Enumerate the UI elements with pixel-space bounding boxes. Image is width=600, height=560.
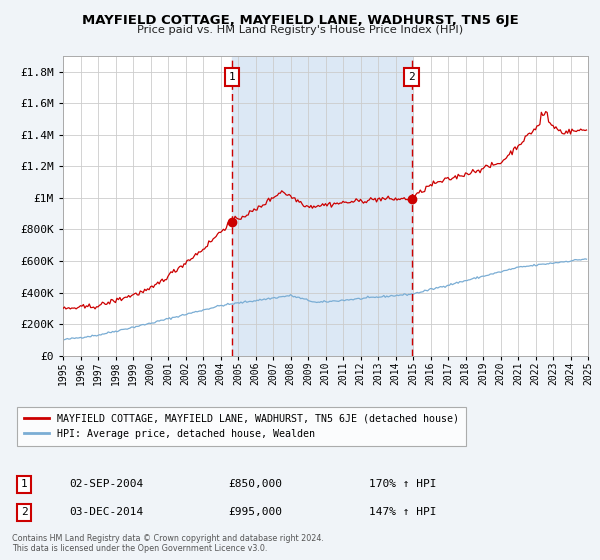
Text: £995,000: £995,000: [228, 507, 282, 517]
Text: 1: 1: [229, 72, 236, 82]
Text: 02-SEP-2004: 02-SEP-2004: [69, 479, 143, 489]
Text: This data is licensed under the Open Government Licence v3.0.: This data is licensed under the Open Gov…: [12, 544, 268, 553]
Text: Contains HM Land Registry data © Crown copyright and database right 2024.: Contains HM Land Registry data © Crown c…: [12, 534, 324, 543]
Text: 2: 2: [20, 507, 28, 517]
Text: £850,000: £850,000: [228, 479, 282, 489]
Text: 1: 1: [20, 479, 28, 489]
Text: Price paid vs. HM Land Registry's House Price Index (HPI): Price paid vs. HM Land Registry's House …: [137, 25, 463, 35]
Text: MAYFIELD COTTAGE, MAYFIELD LANE, WADHURST, TN5 6JE: MAYFIELD COTTAGE, MAYFIELD LANE, WADHURS…: [82, 14, 518, 27]
Legend: MAYFIELD COTTAGE, MAYFIELD LANE, WADHURST, TN5 6JE (detached house), HPI: Averag: MAYFIELD COTTAGE, MAYFIELD LANE, WADHURS…: [17, 407, 466, 446]
Text: 03-DEC-2014: 03-DEC-2014: [69, 507, 143, 517]
Text: 2: 2: [408, 72, 415, 82]
Text: 170% ↑ HPI: 170% ↑ HPI: [369, 479, 437, 489]
Bar: [232, 56, 412, 356]
Text: 147% ↑ HPI: 147% ↑ HPI: [369, 507, 437, 517]
